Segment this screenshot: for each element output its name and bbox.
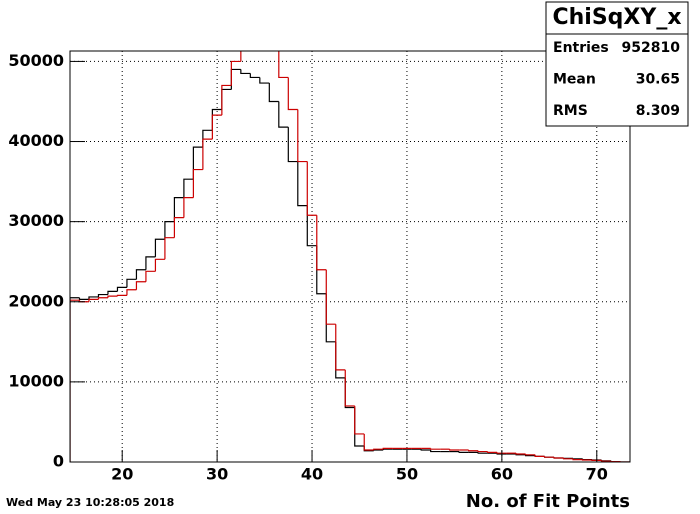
y-tick-label: 0 [53,452,64,471]
x-tick-label: 30 [206,465,228,484]
y-tick-label: 50000 [8,51,64,70]
histogram-bin [249,73,260,79]
histogram-bin [88,298,99,302]
stats-label: Entries [553,40,609,56]
histogram-bin [240,51,242,62]
x-axis-label: No. of Fit Points [466,491,630,512]
histogram-bin [306,205,317,247]
histogram-bin [468,449,479,452]
histogram-bin [88,296,99,300]
histogram-bin [534,454,545,457]
histogram-bin [173,197,184,222]
histogram-bin [173,217,184,238]
histogram-bin [154,238,165,257]
histogram-bin [230,60,241,86]
histogram-bin [145,256,156,270]
histogram-bin [344,369,355,407]
stats-value: 30.65 [636,72,680,88]
x-tick-label: 40 [301,465,323,484]
histogram-bin [278,101,289,128]
histogram-bin [316,215,327,271]
stats-label: Mean [553,72,596,88]
x-tick-label: 20 [111,465,133,484]
histogram-bin [145,270,156,282]
histogram-bin [183,197,194,218]
histogram-bin [126,278,137,288]
histogram-bin [259,77,270,84]
histogram-bin [420,449,431,451]
histogram-bin [97,297,108,300]
histogram-bin [572,458,583,461]
histogram-bin [363,433,374,451]
histogram-bin [287,77,298,111]
histogram-bin [430,449,441,453]
histogram-bin [211,114,222,140]
histogram-bin [335,324,346,371]
histogram-bin [543,456,555,458]
x-tick-label: 60 [491,465,513,484]
histogram-bin [192,146,203,180]
histogram-bin [70,297,80,462]
histogram-bin [70,299,80,462]
histogram-bin [268,83,279,103]
y-tick-label: 20000 [8,291,64,310]
frame [69,50,631,463]
histogram-bin [325,269,336,325]
histogram-bin [458,451,469,453]
histogram-bin [164,237,175,260]
histogram-bin [183,178,194,198]
histogram-bin [354,405,365,435]
histogram-bin [192,168,203,198]
histogram-bin [496,452,507,454]
histogram-bin [477,450,488,453]
y-tick-label: 10000 [8,371,64,390]
stats-title: ChiSqXY_x [552,5,681,30]
histogram-bin [487,451,498,453]
histogram-bin [382,447,393,450]
histogram-bin [126,289,137,296]
histogram-bin [515,453,526,455]
histogram-bin [78,297,89,300]
histogram-bin [116,286,127,292]
y-tick-label: 30000 [8,211,64,230]
x-tick-label: 70 [586,465,608,484]
histogram-bin [297,109,308,163]
histogram-bin [553,457,564,459]
histogram-bin [107,295,118,298]
y-tick-label: 40000 [8,131,64,150]
timestamp: Wed May 23 10:28:05 2018 [6,496,174,509]
histogram-bin [97,293,108,297]
stats-value: 8.309 [636,103,680,119]
histogram-bin [430,448,441,450]
histogram-bin [562,457,574,460]
histogram-bin [116,294,127,297]
histogram-bin [240,69,251,75]
histogram-bin [135,281,146,290]
histogram-bin [524,453,536,456]
histogram-bin [297,161,308,207]
stats-box [545,1,689,127]
histogram-bin [154,258,165,272]
histogram-bin [477,452,488,454]
histogram-bin [202,138,213,170]
histogram-bin [287,127,298,163]
histogram-bin [278,51,289,79]
histogram-bin [600,460,612,462]
histogram-bin [164,221,175,240]
histogram-bin [107,290,118,295]
histogram-bin [135,269,146,280]
histogram-bin [449,449,460,451]
histogram-bin [306,161,317,216]
x-tick-label: 50 [396,465,418,484]
histogram-bin [221,84,232,116]
stats-value: 952810 [622,40,681,56]
stats-label: RMS [553,103,588,119]
histogram-bin [373,448,384,450]
